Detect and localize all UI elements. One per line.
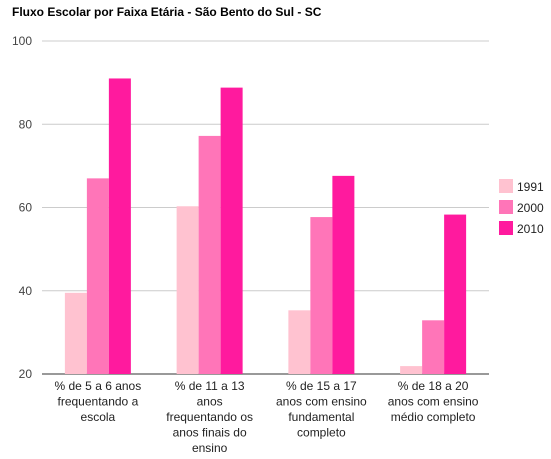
bar-2010-2 (220, 87, 243, 375)
bar-2000-2 (198, 135, 221, 374)
y-tick-label: 40 (19, 284, 33, 298)
bar-2010-4 (444, 214, 467, 374)
y-tick-label: 80 (19, 117, 33, 131)
x-category-label: % de 5 a 6 anos frequentando a escola (55, 379, 142, 424)
x-category-label-line: % de 5 a 6 anos (55, 379, 142, 393)
bar-2010-3 (332, 175, 355, 374)
x-category-label-line: anos (197, 395, 223, 409)
legend-label-2010: 2010 (517, 222, 544, 236)
legend-label-2000: 2000 (517, 201, 544, 215)
x-axis: % de 5 a 6 anos frequentando a escola% de … (55, 379, 479, 455)
x-category-label-line: escola (81, 410, 116, 424)
legend: 1991 2000 2010 (499, 179, 544, 236)
x-category-label: % de 15 a 17 anos com ensino fundamental co… (276, 379, 367, 440)
y-axis: 20 40 60 80 100 (12, 34, 32, 381)
bar-1991-1 (64, 292, 87, 374)
bar-1991-4 (400, 366, 423, 374)
bar-2000-1 (86, 178, 109, 374)
x-category-label-line: anos com ensino (276, 395, 367, 409)
x-category-label-line: % de 15 a 17 (286, 379, 357, 393)
x-category-label-line: completo (297, 426, 346, 440)
x-category-label-line: anos com ensino (388, 395, 479, 409)
y-tick-label: 100 (12, 34, 32, 48)
y-tick-label: 60 (19, 201, 33, 215)
y-tick-label: 20 (19, 367, 33, 381)
chart-title: Fluxo Escolar por Faixa Etária - São Ben… (12, 5, 322, 19)
bars (64, 78, 467, 375)
x-category-label: % de 11 a 13 anos frequentando os anos fina… (166, 379, 253, 455)
x-category-label-line: % de 11 a 13 (175, 379, 245, 393)
bar-1991-3 (288, 310, 311, 374)
x-category-label-line: anos finais do (173, 426, 247, 440)
x-category-label: % de 18 a 20 anos com ensino médio complet… (388, 379, 479, 424)
legend-swatch-2010 (499, 221, 513, 235)
x-category-label-line: frequentando os (166, 410, 253, 424)
x-category-label-line: médio completo (391, 410, 476, 424)
x-category-label-line: % de 18 a 20 (398, 379, 469, 393)
bar-1991-2 (176, 206, 199, 374)
legend-swatch-2000 (499, 200, 513, 214)
legend-label-1991: 1991 (517, 180, 544, 194)
bar-2000-3 (310, 217, 333, 374)
x-category-label-line: ensino (192, 441, 228, 455)
legend-swatch-1991 (499, 179, 513, 193)
x-category-label-line: frequentando a (58, 395, 139, 409)
x-category-label-line: fundamental (288, 410, 354, 424)
bar-2010-1 (108, 78, 131, 375)
bar-2000-4 (422, 320, 445, 374)
